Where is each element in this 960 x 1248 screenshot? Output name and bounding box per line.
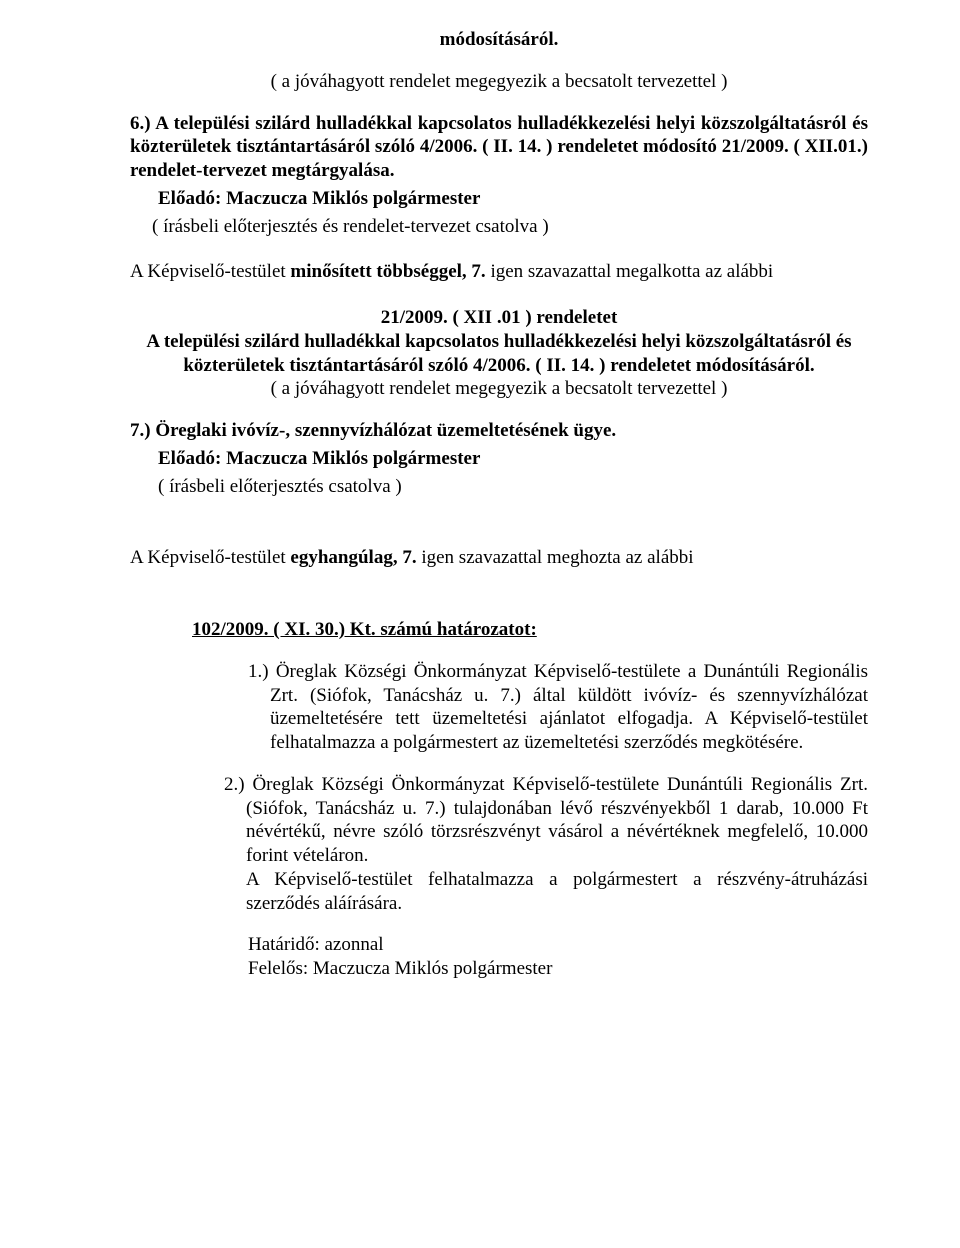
resolution-number: 102/2009. ( XI. 30.) Kt. számú határozat… — [192, 619, 537, 640]
heading-modification: módosításáról. — [130, 28, 868, 52]
presenter-line: Előadó: Maczucza Miklós polgármester — [158, 188, 480, 209]
agenda-item-6-attachment: ( írásbeli előterjesztés és rendelet-ter… — [130, 215, 868, 239]
note-approved-regulation-1: ( a jóváhagyott rendelet megegyezik a be… — [130, 70, 868, 94]
regulation-title: A települési szilárd hulladékkal kapcsol… — [130, 330, 868, 378]
regulation-number: 21/2009. ( XII .01 ) rendeletet — [130, 306, 868, 330]
vote2-prefix: A Képviselő-testület — [130, 547, 290, 568]
agenda-item-6-presenter: Előadó: Maczucza Miklós polgármester — [130, 187, 868, 211]
agenda-item-7-attachment: ( írásbeli előterjesztés csatolva ) — [130, 475, 868, 499]
resolution-item-1: 1.) Öreglak Községi Önkormányzat Képvise… — [130, 660, 868, 755]
vote2-bold: egyhangúlag, 7. — [290, 547, 416, 568]
vote2-suffix: igen szavazattal meghozta az alábbi — [417, 547, 694, 568]
deadline-line: Határidő: azonnal — [130, 933, 868, 957]
vote-result-2: A Képviselő-testület egyhangúlag, 7. ige… — [130, 546, 868, 570]
vote-result-1: A Képviselő-testület minősített többségg… — [130, 260, 868, 284]
responsible-line: Felelős: Maczucza Miklós polgármester — [130, 957, 868, 981]
vote-prefix: A Képviselő-testület — [130, 261, 290, 282]
resolution-item-2: 2.) Öreglak Községi Önkormányzat Képvise… — [130, 773, 868, 916]
agenda-item-7-presenter: Előadó: Maczucza Miklós polgármester — [130, 447, 868, 471]
vote-bold: minősített többséggel, 7. — [290, 261, 485, 282]
note-approved-regulation-2: ( a jóváhagyott rendelet megegyezik a be… — [130, 377, 868, 401]
agenda-item-6: 6.) A települési szilárd hulladékkal kap… — [130, 112, 868, 183]
vote-suffix: igen szavazattal megalkotta az alábbi — [486, 261, 774, 282]
agenda-item-7: 7.) Öreglaki ivóvíz-, szennyvízhálózat ü… — [130, 419, 868, 443]
